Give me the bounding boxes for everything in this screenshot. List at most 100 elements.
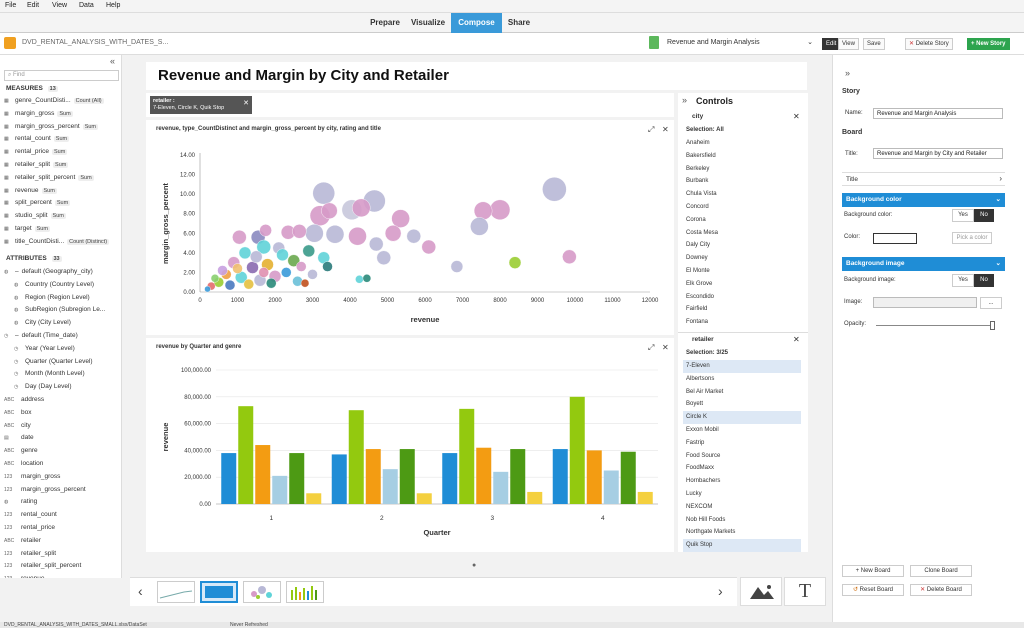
collapse-left-icon[interactable]: «	[110, 56, 116, 66]
bgimage-yes-toggle[interactable]: Yes	[952, 274, 974, 287]
bar[interactable]	[603, 470, 619, 505]
bar[interactable]	[442, 453, 458, 504]
hierarchy-level[interactable]: ◍ Country (Country Level)	[14, 279, 94, 290]
bar[interactable]	[382, 469, 398, 504]
bar[interactable]	[476, 447, 492, 504]
hierarchy-level[interactable]: ◷ Month (Month Level)	[14, 368, 85, 379]
scatter-point[interactable]	[259, 224, 272, 237]
scatter-point[interactable]	[281, 267, 292, 278]
scatter-point[interactable]	[256, 239, 271, 255]
scatter-point[interactable]	[258, 267, 269, 278]
bgcolor-section-header[interactable]: Background color ⌄	[842, 193, 1005, 207]
bar[interactable]	[620, 451, 636, 504]
retailer-list-item[interactable]: Nob Hill Foods	[686, 516, 726, 523]
board-thumb-2[interactable]	[200, 581, 238, 603]
attribute-item[interactable]: 123 rental_count	[4, 509, 57, 520]
scatter-point[interactable]	[232, 263, 243, 274]
story-name-input[interactable]: Revenue and Margin Analysis	[873, 108, 1003, 119]
retailer-list-item[interactable]: Quik Stop	[683, 539, 801, 553]
title-section-row[interactable]: Title ›	[842, 172, 1005, 186]
board-thumb-1[interactable]	[157, 581, 195, 603]
scatter-point[interactable]	[302, 244, 315, 258]
city-list-item[interactable]: Corona	[686, 216, 706, 223]
retailer-list-item[interactable]: Boyett	[686, 401, 704, 408]
city-list-item[interactable]: Bakersfield	[686, 152, 716, 159]
bgimage-section-header[interactable]: Background image ⌄	[842, 257, 1005, 271]
bar[interactable]	[493, 471, 509, 504]
bgimage-no-toggle[interactable]: No	[974, 274, 994, 287]
scatter-point[interactable]	[312, 181, 335, 205]
attribute-item[interactable]: 123revenue	[4, 573, 45, 578]
close-icon[interactable]: ✕	[662, 125, 669, 134]
scatter-point[interactable]	[217, 265, 228, 276]
bar[interactable]	[552, 449, 568, 504]
insert-image-button[interactable]	[740, 577, 782, 606]
story-select[interactable]: Revenue and Margin Analysis ⌄	[664, 36, 816, 50]
prev-arrow-icon[interactable]: ‹	[138, 583, 143, 599]
close-icon[interactable]: ✕	[793, 335, 800, 344]
hierarchy-item[interactable]: ◍ – default (Geography_city)	[4, 266, 93, 277]
board-title-input[interactable]: Revenue and Margin by City and Retailer	[873, 148, 1003, 159]
city-list-item[interactable]: Daly City	[686, 242, 711, 249]
opacity-slider-track[interactable]	[876, 325, 994, 326]
tab-prepare[interactable]: Prepare	[370, 18, 400, 27]
scatter-point[interactable]	[250, 250, 263, 263]
attribute-item[interactable]: 123 retailer_split	[4, 548, 56, 559]
scatter-point[interactable]	[210, 274, 220, 283]
scatter-point[interactable]	[406, 229, 421, 244]
city-list-item[interactable]: Costa Mesa	[686, 229, 719, 236]
measure-item[interactable]: ▦ revenue Sum	[4, 185, 57, 196]
scatter-point[interactable]	[292, 224, 307, 239]
attribute-item[interactable]: 123 retailer_split_percent	[4, 560, 81, 571]
measure-item[interactable]: ▦ target Sum	[4, 223, 50, 234]
find-input[interactable]: ⌕ Find	[4, 70, 119, 81]
measure-item[interactable]: ▦ rental_count Sum	[4, 133, 70, 144]
scatter-point[interactable]	[542, 177, 567, 202]
retailer-list-item[interactable]: Lucky	[686, 491, 702, 497]
attribute-item[interactable]: ABC box	[4, 407, 31, 418]
bar-chart-card[interactable]: revenue by Quarter and genre ⤢ ✕ 0.00 20,…	[146, 338, 674, 552]
scatter-point[interactable]	[473, 201, 493, 220]
city-list-item[interactable]: Escondido	[686, 293, 715, 300]
scatter-point[interactable]	[305, 224, 324, 243]
scatter-point[interactable]	[204, 285, 211, 293]
attribute-item[interactable]: ABC city	[4, 420, 31, 431]
city-list-item[interactable]: Fairfield	[686, 306, 708, 313]
bar[interactable]	[527, 491, 543, 504]
city-list-item[interactable]: El Monte	[686, 268, 710, 274]
board-title-box[interactable]: Revenue and Margin by City and Retailer	[146, 62, 807, 90]
attribute-item[interactable]: 123 margin_gross	[4, 471, 60, 482]
bgcolor-yes-toggle[interactable]: Yes	[952, 209, 974, 222]
expand-controls-icon[interactable]: »	[682, 95, 688, 105]
city-list-item[interactable]: Concord	[686, 204, 709, 210]
bar[interactable]	[399, 449, 415, 504]
measure-item[interactable]: ▦ studio_split Sum	[4, 210, 66, 221]
scatter-point[interactable]	[384, 225, 402, 242]
menu-help[interactable]: Help	[106, 2, 121, 9]
measure-item[interactable]: ▦ title_CountDisti... Count (Distinct)	[4, 236, 110, 247]
scatter-point[interactable]	[352, 198, 371, 218]
board-thumb-4[interactable]	[286, 581, 324, 603]
bar[interactable]	[586, 450, 602, 504]
scatter-point[interactable]	[355, 275, 364, 284]
hierarchy-level[interactable]: ◷ Year (Year Level)	[14, 343, 75, 354]
tab-share[interactable]: Share	[507, 18, 531, 27]
browse-image-button[interactable]: ...	[980, 297, 1002, 309]
scatter-point[interactable]	[296, 261, 307, 272]
bar[interactable]	[348, 410, 364, 504]
bar[interactable]	[637, 491, 653, 504]
retailer-list-item[interactable]: NEXCOM	[686, 503, 713, 510]
scatter-point[interactable]	[470, 217, 489, 236]
retailer-list-item[interactable]: Exxon Mobil	[686, 427, 719, 433]
delete-board-button[interactable]: ✕ Delete Board	[910, 584, 972, 596]
retailer-list-item[interactable]: Circle K	[683, 411, 801, 425]
scatter-point[interactable]	[224, 279, 236, 291]
collapse-icon[interactable]: –	[15, 268, 19, 275]
new-story-button[interactable]: + New Story	[967, 38, 1010, 50]
measure-item[interactable]: ▦ genre_CountDisti... Count (All)	[4, 95, 104, 106]
bar[interactable]	[459, 408, 475, 504]
expand-icon[interactable]: ⤢	[648, 343, 655, 352]
filter-pill[interactable]: retailer : 7-Eleven, Circle K, Quik Stop…	[150, 96, 252, 114]
opacity-slider-handle[interactable]	[990, 321, 995, 330]
scatter-point[interactable]	[266, 277, 277, 289]
